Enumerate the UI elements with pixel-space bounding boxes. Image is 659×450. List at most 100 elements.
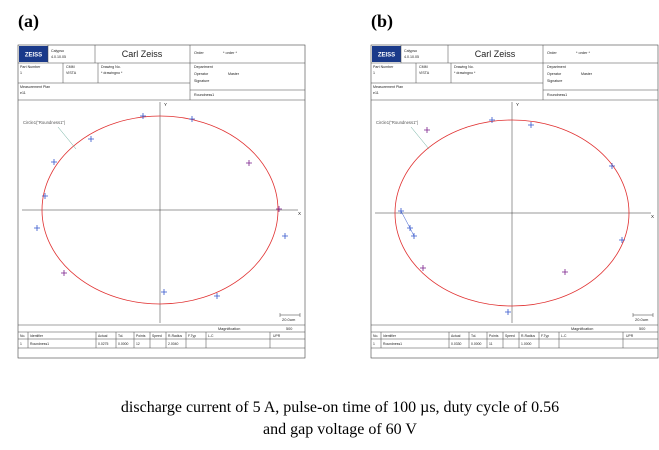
label: Circle1("Roundness1") [376, 120, 419, 125]
label: Order [194, 51, 204, 55]
frame [370, 44, 659, 359]
label: Carl Zeiss [475, 49, 516, 59]
label: Identifier [30, 334, 44, 338]
label: 500 [286, 327, 292, 331]
label: ZEISS [25, 53, 42, 59]
measured-point [528, 122, 534, 128]
label: * drawingno * [101, 71, 123, 75]
measured-point [424, 127, 430, 133]
label: CMM [66, 65, 75, 69]
label: X [651, 214, 654, 219]
measured-point [42, 193, 48, 199]
label: Part Number [20, 65, 41, 69]
report: ZEISS Calypso 4.0.10.05 Carl Zeiss Order * or… [17, 44, 306, 359]
label: Calypso [51, 49, 64, 53]
report: ZEISS Calypso 4.0.10.05 Carl Zeiss Order * or… [370, 44, 659, 359]
label: 0.0000 [118, 342, 128, 346]
label: 1 [373, 342, 375, 346]
label: L-C [561, 334, 567, 338]
label: Department [547, 65, 566, 69]
label: F.Typ [188, 334, 196, 338]
label: 2.0040 [168, 342, 178, 346]
label: 1.0000 [521, 342, 531, 346]
frame [17, 44, 306, 359]
label: Points [136, 334, 146, 338]
label: L-C [208, 334, 214, 338]
label: 11 [489, 342, 493, 346]
label: Measurement Plan [373, 85, 403, 89]
label: 1 [20, 71, 22, 75]
label: Magnification [571, 327, 593, 331]
measured-point [51, 159, 57, 165]
measured-point [609, 163, 615, 169]
panel-label: (b) [371, 11, 393, 32]
measured-point [214, 293, 220, 299]
label: F.Typ [541, 334, 549, 338]
label: e11 [20, 91, 26, 95]
label: 4.0.10.05 [51, 55, 66, 59]
panel-label: (a) [18, 11, 39, 32]
measured-point [189, 116, 195, 122]
deviation-line [400, 210, 415, 237]
label: Roundness1 [194, 93, 214, 97]
label: 500 [639, 327, 645, 331]
label: 20.0um [282, 317, 296, 322]
form-circle [41, 115, 279, 305]
measured-point [140, 113, 146, 119]
label: Circle1("Roundness1") [23, 120, 66, 125]
measured-point [562, 269, 568, 275]
label: Roundness1 [547, 93, 567, 97]
label: Speed [152, 334, 162, 338]
label: VISTA [66, 71, 77, 75]
label: Y [164, 102, 167, 107]
label: Speed [505, 334, 515, 338]
label: Roundness1 [383, 342, 402, 346]
label: Drawing No. [454, 65, 474, 69]
label: R-Radius [521, 334, 535, 338]
caption: discharge current of 5 A, pulse-on time … [121, 399, 559, 416]
label: Signature [547, 79, 562, 83]
label: 4.0.10.05 [404, 55, 419, 59]
label: No. [373, 334, 378, 338]
label: * order * [223, 51, 237, 55]
label: X [298, 211, 301, 216]
measured-point [88, 136, 94, 142]
label: 0.0330 [451, 342, 461, 346]
rule [410, 126, 430, 150]
label: Operator [194, 72, 209, 76]
label: Y [516, 102, 519, 107]
rule [57, 126, 77, 150]
measured-point [420, 265, 426, 271]
label: Identifier [383, 334, 397, 338]
measured-point [61, 270, 67, 276]
caption: and gap voltage of 60 V [263, 421, 417, 438]
label: Points [489, 334, 499, 338]
label: Magnification [218, 327, 240, 331]
form-circle [394, 119, 630, 307]
label: UPR [273, 334, 281, 338]
measured-point [282, 233, 288, 239]
label: 0.0275 [98, 342, 108, 346]
label: Order [547, 51, 557, 55]
label: Drawing No. [101, 65, 121, 69]
label: Operator [547, 72, 562, 76]
label: 0.0000 [471, 342, 481, 346]
logo [372, 46, 401, 62]
label: Roundness1 [30, 342, 49, 346]
label: 1 [373, 71, 375, 75]
label: ZEISS [378, 53, 395, 59]
label: * order * [576, 51, 590, 55]
label: Tol. [471, 334, 476, 338]
measured-point [246, 160, 252, 166]
label: Master [581, 72, 593, 76]
measured-point [619, 237, 625, 243]
label: Signature [194, 79, 209, 83]
label: UPR [626, 334, 634, 338]
label: No. [20, 334, 25, 338]
label: Part Number [373, 65, 394, 69]
label: CMM [419, 65, 428, 69]
label: Measurement Plan [20, 85, 50, 89]
label: Actual [451, 334, 461, 338]
measured-point [489, 117, 495, 123]
